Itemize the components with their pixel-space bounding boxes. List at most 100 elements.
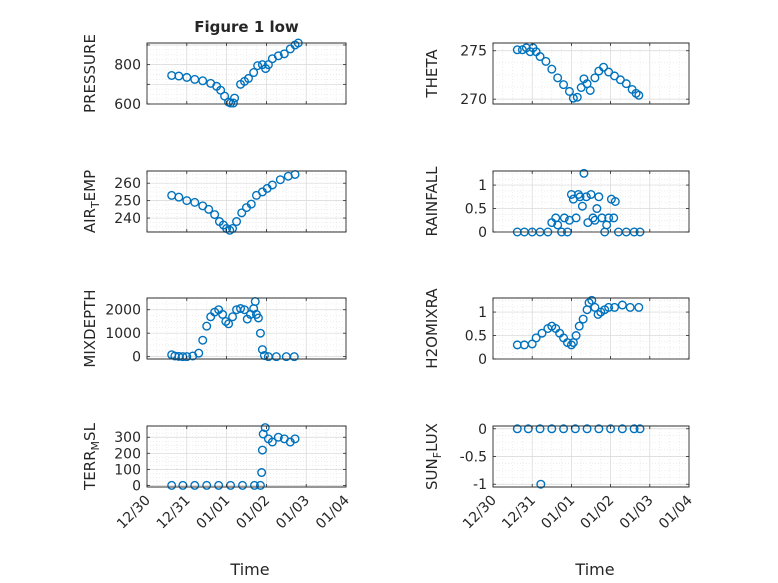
y-tick-label: 1 [478, 178, 487, 194]
data-point [571, 213, 581, 223]
y-axis-label: PRESSURE [81, 34, 99, 113]
data-point [594, 192, 604, 202]
y-tick-label: 0 [478, 352, 487, 368]
data-point [232, 217, 242, 227]
data-point [240, 305, 250, 315]
data-point [190, 197, 200, 207]
x-axis-label-left: Time [229, 560, 269, 579]
data-point [586, 189, 596, 199]
data-point [230, 93, 240, 103]
data-point [593, 309, 603, 319]
data-point [629, 424, 639, 434]
data-point [190, 480, 200, 490]
chart-title: Figure 1 low [194, 18, 299, 36]
data-point [592, 204, 602, 214]
data-point [275, 175, 285, 185]
data-point [625, 302, 635, 312]
data-point [257, 345, 267, 355]
subplot-mixdepth: 0 1000 2000 MIXDEPTH [81, 289, 347, 368]
data-point [224, 319, 234, 329]
data-point [577, 201, 587, 211]
data-point [604, 302, 614, 312]
data-point [553, 220, 563, 230]
y-tick-label: 600 [114, 97, 141, 113]
data-point [182, 196, 192, 206]
y-axis-label: TERRMSL [81, 422, 102, 491]
data-point [253, 61, 263, 71]
axes-frame [492, 42, 690, 105]
data-point [617, 424, 627, 434]
axes-frame [492, 170, 690, 233]
data-point [617, 300, 627, 310]
y-axis-label: MIXDEPTH [81, 289, 99, 367]
data-point [267, 180, 277, 190]
data-point [257, 468, 267, 478]
data-point [238, 480, 248, 490]
data-point [279, 49, 289, 59]
data-point [218, 309, 228, 319]
data-point [573, 189, 583, 199]
data-point [249, 480, 259, 490]
data-point [228, 312, 238, 322]
data-point [220, 91, 230, 101]
data-point [575, 192, 585, 202]
axes-frame [146, 42, 347, 105]
y-tick-label: 0 [478, 422, 487, 438]
data-point [271, 352, 281, 362]
data-point [568, 93, 578, 103]
data-point [590, 73, 600, 83]
y-axis-label: THETA [423, 49, 441, 99]
data-point [255, 328, 265, 338]
data-point [588, 213, 598, 223]
data-point [559, 424, 569, 434]
data-point [290, 434, 300, 444]
data-point [535, 424, 545, 434]
data-point [587, 295, 597, 305]
data-point [174, 192, 184, 202]
y-tick-label: -0.5 [460, 450, 487, 466]
data-point [599, 62, 609, 72]
y-tick-label: 200 [114, 446, 141, 462]
data-point [571, 331, 581, 341]
data-point [547, 424, 557, 434]
y-tick-label: 0 [132, 478, 141, 494]
y-axis-label: H2OMIXRA [423, 288, 441, 369]
axes-frame [492, 297, 690, 360]
y-tick-label: 0 [478, 225, 487, 241]
data-point [597, 213, 607, 223]
data-point [236, 304, 246, 314]
data-point [610, 302, 620, 312]
y-axis-label: AIRTEMP [81, 170, 102, 233]
y-tick-label: 240 [114, 211, 141, 227]
data-point [604, 213, 614, 223]
data-point [249, 68, 259, 78]
data-point [585, 85, 595, 95]
y-tick-label: 800 [114, 58, 141, 74]
y-tick-label: 270 [460, 92, 487, 108]
data-point [216, 85, 226, 95]
data-point [582, 424, 592, 434]
data-point [578, 314, 588, 324]
axes-frame [146, 425, 347, 488]
data-point [267, 437, 277, 447]
data-point [204, 204, 214, 214]
y-tick-label: 275 [460, 44, 487, 60]
y-axis-label: SUNFLUX [423, 423, 444, 490]
subplot-rainfall: 0 0.5 1 RAINFALL [423, 166, 690, 241]
data-point [606, 424, 616, 434]
data-point [609, 213, 619, 223]
y-tick-label: 260 [114, 176, 141, 192]
data-point [260, 423, 270, 433]
data-point [581, 192, 591, 202]
y-tick-label: 0.5 [465, 202, 487, 218]
data-point [547, 64, 557, 74]
data-point [167, 480, 177, 490]
data-point [182, 352, 192, 362]
data-point [541, 56, 551, 66]
data-point [559, 213, 569, 223]
y-axis-label: RAINFALL [423, 166, 441, 237]
data-point [531, 333, 541, 343]
data-point [214, 480, 224, 490]
y-tick-label: 1 [478, 305, 487, 321]
